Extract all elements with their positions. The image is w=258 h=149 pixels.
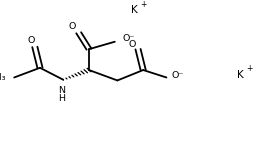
Text: K: K — [131, 5, 138, 15]
Text: O: O — [27, 36, 35, 45]
Text: N: N — [58, 86, 66, 95]
Text: O: O — [128, 40, 136, 49]
Text: H: H — [58, 94, 66, 103]
Text: +: + — [246, 64, 252, 73]
Text: O⁻: O⁻ — [172, 71, 184, 80]
Text: O: O — [68, 22, 75, 31]
Text: K: K — [237, 69, 243, 80]
Text: CH₃: CH₃ — [0, 73, 6, 82]
Text: +: + — [140, 0, 146, 9]
Text: O⁻: O⁻ — [122, 34, 135, 43]
